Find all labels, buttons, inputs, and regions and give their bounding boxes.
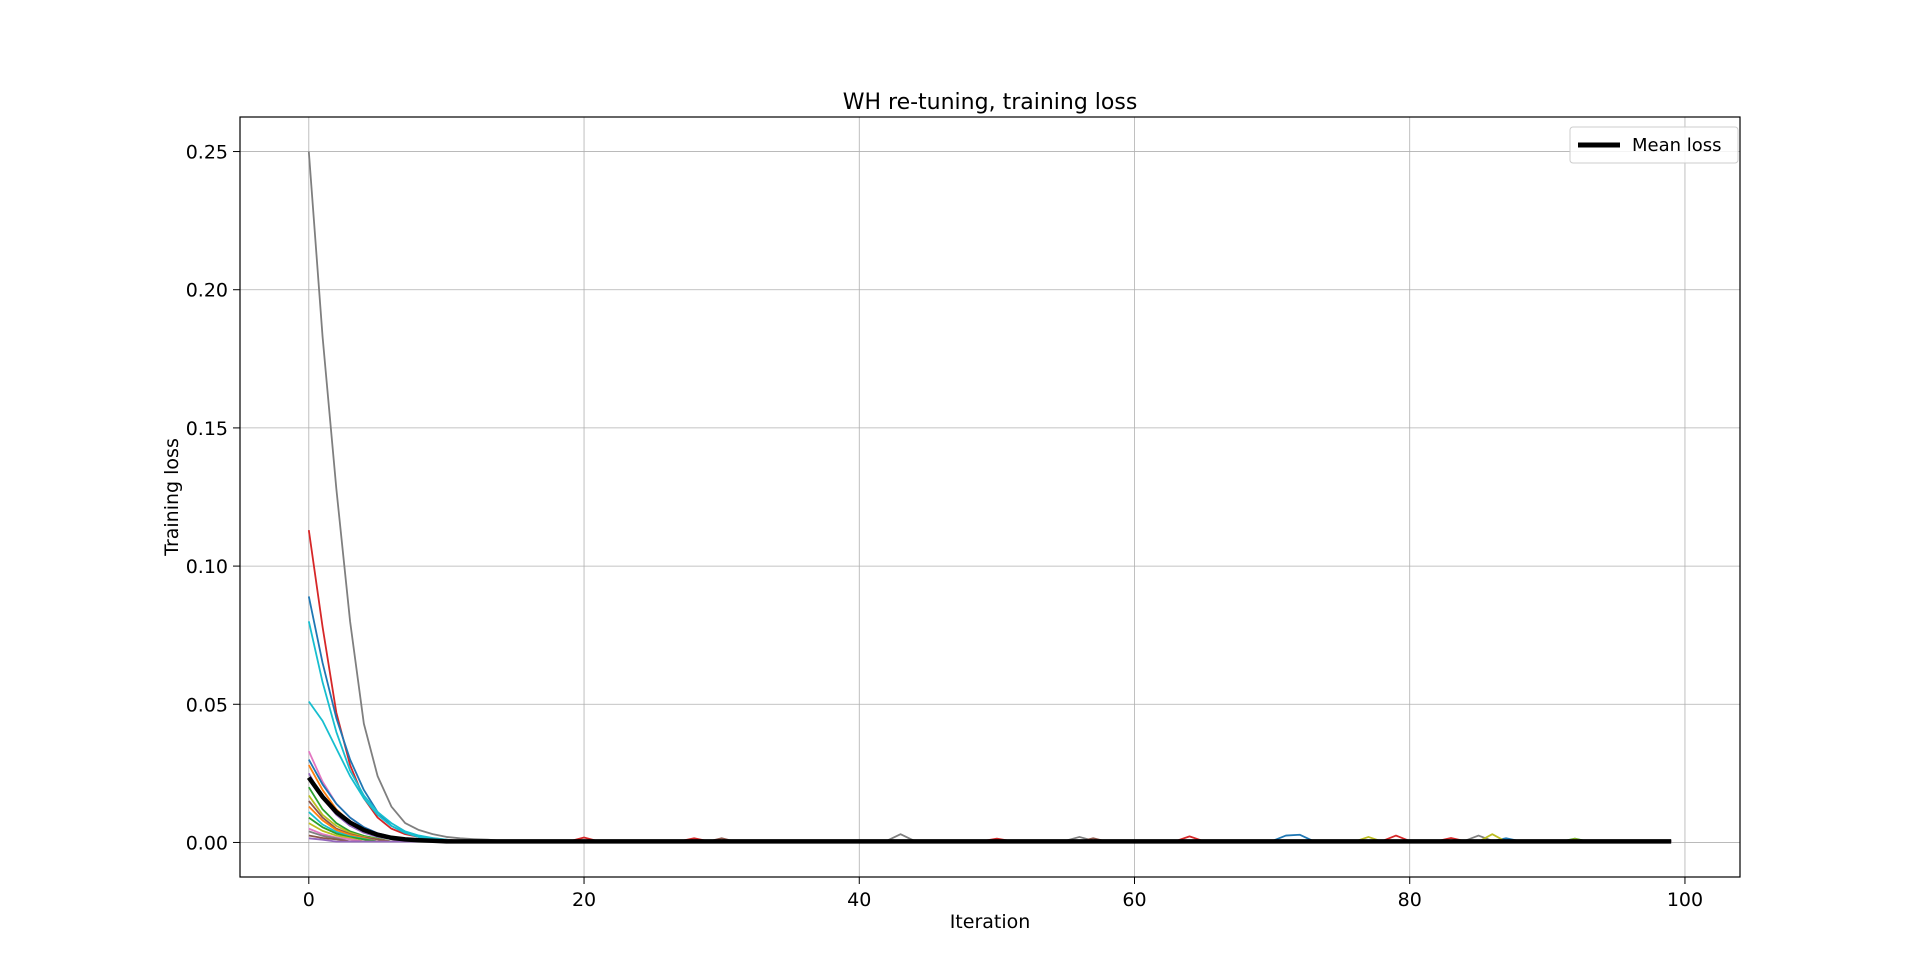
y-tick-label: 0.25 xyxy=(186,142,228,164)
legend-box xyxy=(1569,126,1739,164)
legend-label-mean-loss: Mean loss xyxy=(1632,135,1722,156)
series-layer xyxy=(306,151,1672,844)
y-tick-label: 0.15 xyxy=(186,418,228,440)
x-tick-label: 40 xyxy=(847,889,871,911)
y-tick-label: 0.10 xyxy=(186,556,228,578)
x-tick-label: 80 xyxy=(1398,889,1422,911)
x-axis-label: Iteration xyxy=(950,911,1031,933)
plot-area xyxy=(306,151,1672,844)
y-axis-ticks: 0.00 0.05 0.10 0.15 0.20 0.25 xyxy=(186,142,240,854)
chart-title: WH re-tuning, training loss xyxy=(843,90,1138,115)
legend: Mean loss xyxy=(1569,126,1739,164)
x-tick-label: 20 xyxy=(572,889,596,911)
x-tick-label: 100 xyxy=(1667,889,1703,911)
y-tick-label: 0.20 xyxy=(186,280,228,302)
mean-loss-line xyxy=(306,776,1672,844)
x-tick-label: 0 xyxy=(303,889,315,911)
y-axis-label: Training loss xyxy=(161,438,183,557)
axes-frame xyxy=(239,116,1741,878)
x-axis-ticks: 0 20 40 60 80 100 xyxy=(303,877,1703,911)
y-tick-label: 0.00 xyxy=(186,832,228,854)
x-tick-label: 60 xyxy=(1122,889,1146,911)
y-tick-label: 0.05 xyxy=(186,694,228,716)
